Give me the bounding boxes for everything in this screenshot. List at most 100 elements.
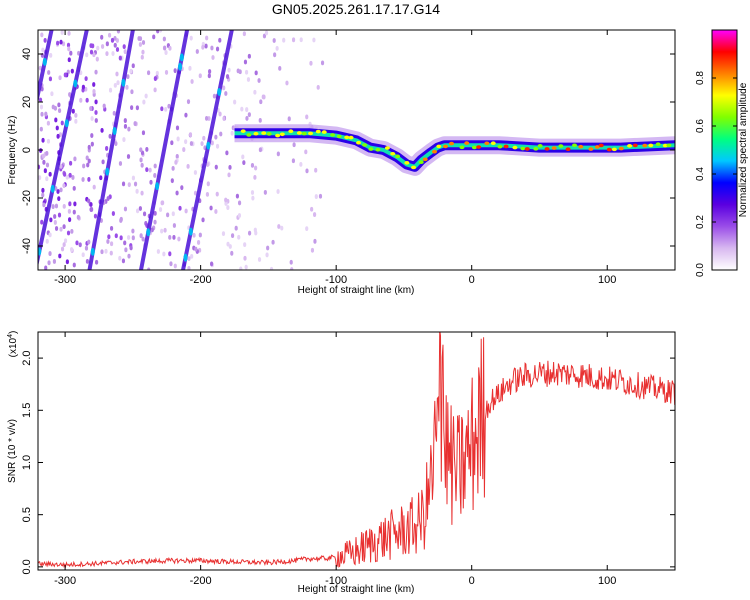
noise-speckle xyxy=(162,251,166,257)
snr-y-axis: 0.0 0.5 1.0 1.5 2.0 xyxy=(21,350,675,575)
noise-speckle xyxy=(312,212,317,217)
ridge-peak xyxy=(356,140,362,145)
noise-speckle xyxy=(131,228,135,234)
ridge-peak xyxy=(246,133,252,137)
x-tick-label: 0 xyxy=(469,575,475,587)
x-tick-label: 0 xyxy=(469,274,475,286)
noise-speckle xyxy=(305,168,309,174)
noise-speckle xyxy=(224,201,228,206)
ridge-peak xyxy=(611,147,617,152)
ridge-peak xyxy=(598,143,604,148)
streak-highlight xyxy=(105,167,110,176)
noise-speckle xyxy=(41,153,46,159)
streak-highlight xyxy=(73,79,78,88)
noise-speckle xyxy=(172,223,177,228)
y-tick-label: 0.5 xyxy=(21,507,33,522)
noise-speckle xyxy=(106,239,110,244)
ridge-peak xyxy=(301,131,307,136)
ridge-peak xyxy=(572,143,578,148)
ridge-peak xyxy=(442,144,448,149)
ridge-peak xyxy=(471,145,477,150)
noise-speckle xyxy=(122,137,126,142)
noise-speckle xyxy=(51,204,55,209)
noise-speckle xyxy=(104,248,108,254)
noise-speckle xyxy=(87,144,91,150)
ridge-peak xyxy=(627,144,633,148)
noise-speckle xyxy=(48,171,52,177)
noise-speckle xyxy=(138,36,143,42)
noise-speckle xyxy=(123,118,127,123)
noise-speckle xyxy=(161,200,165,206)
noise-speckle xyxy=(273,52,277,58)
noise-speckle xyxy=(215,143,220,149)
noise-speckle xyxy=(56,189,60,194)
x-tick-label: -200 xyxy=(190,575,212,587)
streak-highlight xyxy=(183,253,188,262)
noise-speckle xyxy=(188,65,192,71)
noise-speckle xyxy=(318,193,323,199)
noise-speckle xyxy=(57,108,62,113)
noise-speckle xyxy=(190,79,194,84)
noise-speckle xyxy=(68,217,72,223)
noise-speckle xyxy=(115,47,120,52)
noise-speckle xyxy=(85,258,90,264)
noise-speckle xyxy=(46,138,51,144)
ridge-peak xyxy=(344,135,350,140)
noise-speckle xyxy=(237,234,241,240)
noise-speckle xyxy=(188,132,193,138)
colorbar-gradient xyxy=(712,30,737,270)
noise-speckle xyxy=(290,267,294,270)
noise-speckle xyxy=(71,175,75,180)
noise-speckle xyxy=(177,236,181,242)
noise-speckle xyxy=(65,259,69,265)
noise-speckle xyxy=(62,183,66,189)
noise-speckle xyxy=(207,73,211,79)
noise-speckle xyxy=(215,191,219,197)
noise-speckle xyxy=(192,232,196,238)
noise-speckle xyxy=(94,99,98,105)
noise-speckle xyxy=(149,179,153,185)
ridge-peak xyxy=(655,142,661,147)
noise-speckle xyxy=(146,70,151,76)
noise-speckle xyxy=(314,167,318,173)
noise-speckle xyxy=(194,246,198,252)
ridge-peak xyxy=(484,141,490,146)
noise-speckle xyxy=(133,121,137,126)
streak-highlight xyxy=(121,78,126,87)
noise-speckle xyxy=(95,56,99,62)
noise-speckle xyxy=(160,228,164,234)
noise-speckle xyxy=(115,71,119,77)
noise-speckle xyxy=(59,226,63,232)
noise-speckle xyxy=(205,191,210,197)
noise-speckle xyxy=(175,153,179,159)
ridge-peak xyxy=(362,143,368,147)
noise-speckle xyxy=(87,198,91,204)
noise-speckle xyxy=(84,86,88,92)
y-tick-label: 1.5 xyxy=(21,403,33,418)
spectrogram-marks xyxy=(38,30,675,270)
noise-speckle xyxy=(127,182,131,188)
noise-speckle xyxy=(110,37,115,43)
noise-speckle xyxy=(163,45,167,51)
noise-speckle xyxy=(89,202,93,207)
noise-speckle xyxy=(195,49,199,54)
y-tick-label: 40 xyxy=(21,48,33,60)
noise-speckle xyxy=(180,185,184,191)
noise-speckle xyxy=(170,140,174,146)
noise-speckle xyxy=(131,175,136,181)
noise-speckle xyxy=(285,80,289,86)
ridge-core xyxy=(234,131,675,169)
noise-speckle xyxy=(141,49,145,55)
noise-speckle xyxy=(242,31,246,37)
noise-speckle xyxy=(164,70,169,75)
noise-speckle xyxy=(114,233,118,239)
ridge-peak xyxy=(390,151,396,156)
noise-speckle xyxy=(153,87,157,93)
ridge-peak xyxy=(632,143,638,148)
y-tick-label: 1.0 xyxy=(21,455,33,470)
noise-speckle xyxy=(215,46,220,52)
noise-speckle xyxy=(61,41,66,47)
noise-speckle xyxy=(78,242,82,248)
snr-frame xyxy=(37,331,676,571)
